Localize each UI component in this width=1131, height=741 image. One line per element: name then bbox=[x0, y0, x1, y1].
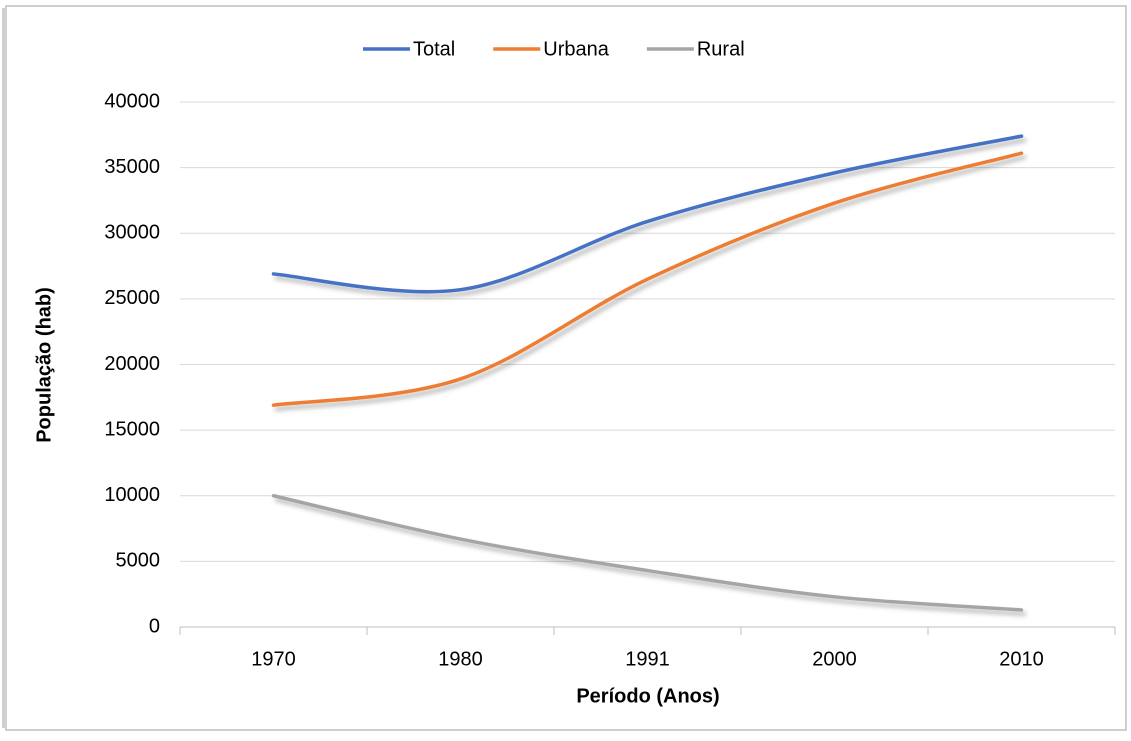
y-tick-label: 15000 bbox=[104, 418, 160, 440]
y-tick-label: 0 bbox=[149, 615, 160, 637]
x-axis-label: Período (Anos) bbox=[576, 685, 719, 707]
x-tick-label: 2000 bbox=[812, 648, 857, 670]
y-tick-label: 30000 bbox=[104, 222, 160, 244]
y-tick-label: 40000 bbox=[104, 90, 160, 112]
x-tick-label: 1970 bbox=[251, 648, 296, 670]
frame-shadow bbox=[2, 8, 6, 728]
x-tick-label: 2010 bbox=[999, 648, 1044, 670]
legend-label: Urbana bbox=[543, 38, 609, 60]
legend-label: Total bbox=[413, 38, 455, 60]
legend-label: Rural bbox=[697, 38, 745, 60]
y-tick-label: 20000 bbox=[104, 353, 160, 375]
y-tick-label: 5000 bbox=[116, 550, 161, 572]
y-tick-label: 10000 bbox=[104, 484, 160, 506]
x-tick-label: 1991 bbox=[625, 648, 670, 670]
y-axis-label: População (hab) bbox=[33, 287, 55, 443]
y-tick-label: 35000 bbox=[104, 156, 160, 178]
y-tick-label: 25000 bbox=[104, 287, 160, 309]
chart-frame bbox=[5, 5, 1127, 731]
series-line bbox=[271, 494, 1024, 612]
series-line bbox=[271, 134, 1024, 294]
series-line bbox=[271, 151, 1024, 407]
x-tick-label: 1980 bbox=[438, 648, 483, 670]
